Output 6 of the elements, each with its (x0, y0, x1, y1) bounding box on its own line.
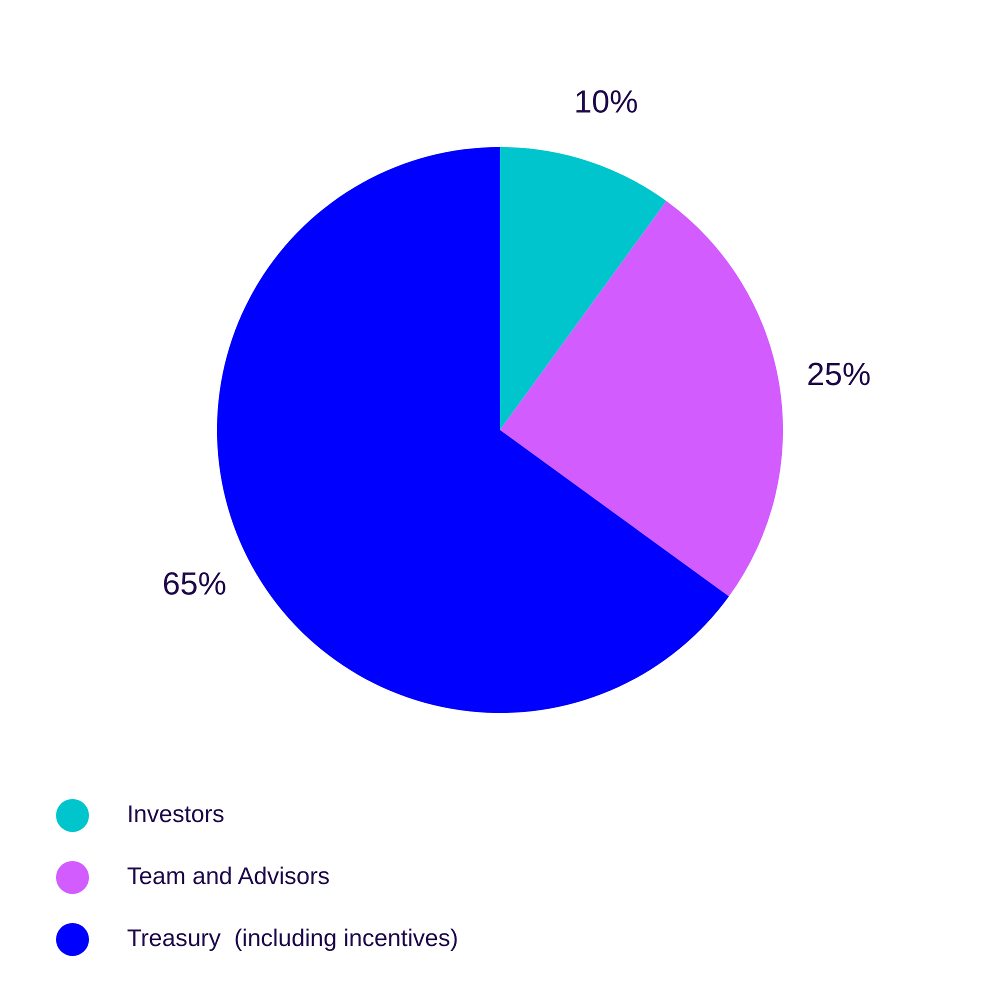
data-label: 25% (806, 356, 871, 392)
data-label: 10% (574, 84, 638, 120)
data-label: 65% (162, 566, 226, 602)
legend-label: Team and Advisors (127, 863, 330, 891)
legend-label: Investors (127, 801, 224, 829)
legend-label: Treasury (including incentives) (127, 925, 458, 953)
